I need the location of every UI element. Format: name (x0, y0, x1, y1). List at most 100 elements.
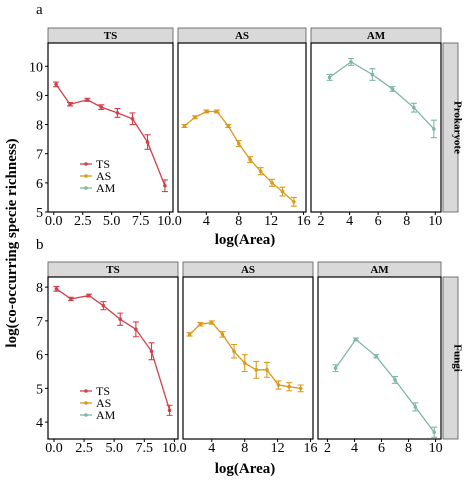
data-point (187, 332, 192, 337)
y-tick-label: 6 (36, 177, 43, 192)
x-tick-label: 16 (304, 441, 318, 456)
x-tick-label: 0.0 (45, 441, 63, 456)
x-tick-label: 6 (378, 441, 385, 456)
data-point (327, 75, 332, 80)
data-point (280, 189, 285, 194)
data-point (99, 105, 104, 109)
legend-label: AS (96, 396, 111, 410)
data-point (226, 124, 231, 128)
data-point (118, 317, 123, 321)
facet-as: AS 4 8 12 16 (182, 261, 318, 456)
panel-letter: a (36, 2, 43, 18)
x-axis-label: log(Area) (215, 461, 276, 477)
legend-label: AM (96, 181, 116, 195)
data-point (163, 183, 167, 188)
series-line (329, 61, 435, 130)
legend-label: AS (96, 169, 111, 183)
legend-marker (84, 174, 88, 178)
x-tick-label: 10 (429, 441, 443, 456)
panel-letter: b (36, 237, 44, 253)
facet-as: AS 4 8 12 16 (177, 27, 311, 229)
data-point (167, 408, 172, 413)
row-strip-label: Prokaryote (452, 101, 464, 154)
data-point (432, 127, 436, 131)
x-tick-label: 16 (297, 214, 311, 229)
panel-a: a 5 6 7 8 9 10 Prokaryote TS 0.0 2.5 5.0 7.5 10.0 AS 4 8… (29, 2, 464, 248)
x-tick-label: 0.0 (45, 214, 63, 229)
row-strip (442, 42, 459, 213)
panel-frame (310, 42, 442, 213)
y-tick-label: 10 (29, 60, 43, 75)
panel-frame (47, 42, 174, 213)
data-point (232, 349, 236, 354)
facet-ts: TS 0.0 2.5 5.0 7.5 10.0 (45, 261, 187, 456)
data-point (134, 327, 138, 332)
data-point (374, 354, 378, 359)
legend-marker (84, 389, 88, 393)
x-tick-label: 2.5 (75, 441, 93, 456)
series-line (55, 84, 166, 187)
data-point (85, 98, 90, 102)
x-tick-label: 8 (405, 441, 412, 456)
data-point (370, 72, 375, 77)
data-point (198, 322, 203, 327)
legend-marker (84, 162, 88, 166)
y-tick-label: 4 (36, 416, 43, 431)
legend-marker (84, 413, 88, 417)
data-point (412, 105, 416, 110)
legend-label: TS (96, 384, 110, 398)
x-tick-label: 8 (241, 441, 248, 456)
x-tick-label: 4 (203, 214, 210, 229)
x-tick-label: 10 (428, 214, 442, 229)
y-tick-label: 8 (36, 119, 43, 134)
x-tick-label: 5.0 (105, 441, 123, 456)
data-point (182, 124, 187, 128)
facet-strip-label: AM (370, 264, 389, 276)
row-strip (442, 276, 459, 440)
y-axis-label: log(co-occurring specie richness) (4, 138, 20, 347)
data-point (292, 200, 296, 204)
data-point (115, 111, 120, 115)
x-axis-label: log(Area) (215, 232, 276, 248)
panel-frame (47, 276, 179, 440)
y-tick-label: 6 (36, 349, 43, 364)
legend-label: TS (96, 157, 110, 171)
x-tick-label: 2 (318, 214, 325, 229)
x-tick-label: 10.0 (157, 214, 182, 229)
facet-strip-label: AS (241, 264, 255, 276)
series-line (56, 288, 171, 411)
data-point (54, 82, 58, 87)
panel-frame (182, 276, 314, 440)
data-point (242, 361, 247, 365)
data-point (298, 386, 303, 391)
x-tick-label: 2.5 (74, 214, 92, 229)
data-point (265, 368, 269, 372)
data-point (393, 378, 397, 382)
x-tick-label: 7.5 (132, 214, 150, 229)
x-tick-label: 4 (351, 441, 358, 456)
data-point (220, 332, 225, 337)
data-point (54, 287, 59, 291)
data-point (248, 157, 252, 162)
data-point (209, 320, 214, 325)
data-point (276, 383, 281, 387)
legend-marker (84, 186, 88, 190)
data-point (193, 115, 197, 120)
x-tick-label: 12 (271, 441, 285, 456)
data-point (354, 337, 358, 342)
data-point (270, 181, 274, 185)
panel-frame (177, 42, 307, 213)
y-tick-label: 8 (36, 281, 43, 296)
x-tick-label: 2 (324, 441, 331, 456)
facet-strip-label: AM (367, 30, 386, 42)
y-tick-label: 5 (36, 382, 43, 397)
x-tick-label: 7.5 (136, 441, 154, 456)
panel-b: b 4 5 6 7 8 Fungi TS 0.0 2.5 5.0 7.5 10.0 AS 4 8 12 16 AM 2… (36, 237, 464, 477)
data-point (254, 368, 259, 372)
facet-strip-label: TS (104, 30, 117, 42)
legend-label: AM (96, 408, 116, 422)
facet-strip-label: TS (106, 264, 119, 276)
facet-ts: TS 0.0 2.5 5.0 7.5 10.0 (45, 27, 182, 229)
panel-frame (317, 276, 442, 440)
